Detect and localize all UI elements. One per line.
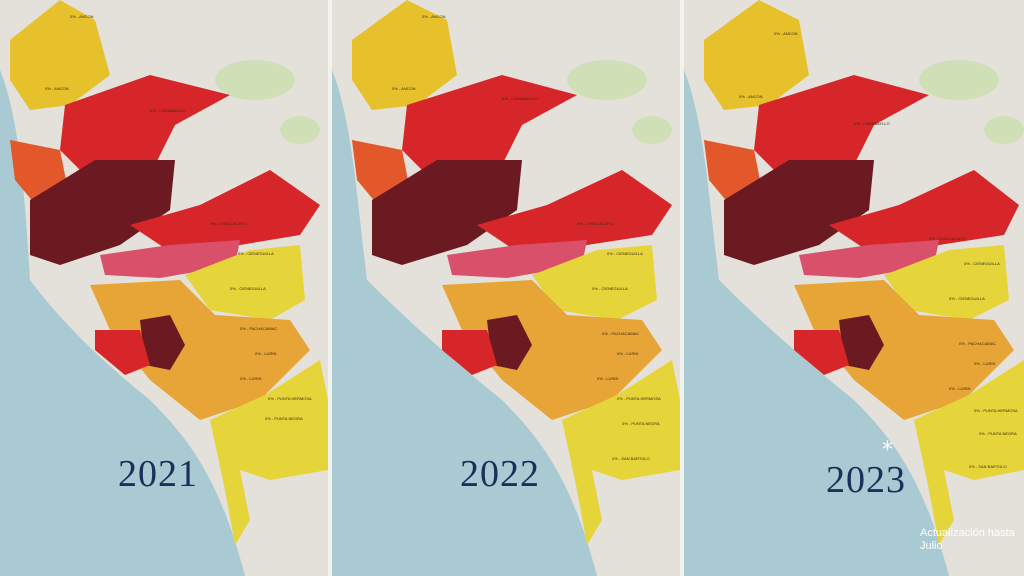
district-label: 0% - CHACLACAYO [210, 221, 247, 226]
map-panel-2022: 0% - ANCON 0% - ANCON 0% - CARABAYLLO 0%… [332, 0, 680, 576]
update-note: Actualización hasta Julio [920, 527, 1015, 552]
footnote-asterisk: * [882, 438, 893, 463]
district-label: 0% - CARABAYLLO [150, 108, 186, 113]
district-label: 0% - CIENEGUILLA [592, 286, 628, 291]
district-label: 0% - ANCON [45, 86, 69, 91]
district-label: 0% - CHACLACAYO [929, 236, 966, 241]
district-label: 0% - LURIN [255, 351, 276, 356]
district-label: 0% - PUNTA NEGRA [979, 431, 1017, 436]
district-label: 0% - LURIN [974, 361, 995, 366]
map-panel-2021: 0% - ANCON 0% - ANCON 0% - CARABAYLLO 0%… [0, 0, 328, 576]
district-label: 0% - PACHACAMAC [959, 341, 996, 346]
district-labels-2023: 0% - ANCON 0% - ANCON 0% - CARABAYLLO 0%… [739, 31, 1018, 469]
district-label: 0% - CIENEGUILLA [230, 286, 266, 291]
district-label: 0% - PACHACAMAC [602, 331, 639, 336]
district-label: 0% - PACHACAMAC [240, 326, 277, 331]
district-labels-2022: 0% - ANCON 0% - ANCON 0% - CARABAYLLO 0%… [392, 14, 661, 461]
district-label: 0% - PUNTA NEGRA [622, 421, 660, 426]
district-label: 0% - LURIN [240, 376, 261, 381]
map-2023: 0% - ANCON 0% - ANCON 0% - CARABAYLLO 0%… [684, 0, 1024, 576]
year-label: 2021 [118, 453, 198, 495]
district-label: 0% - SAN BARTOLO [612, 456, 650, 461]
map-2021: 0% - ANCON 0% - ANCON 0% - CARABAYLLO 0%… [0, 0, 328, 576]
district-label: 0% - PUNTA HERMOSA [268, 396, 312, 401]
district-label: 0% - PUNTA NEGRA [265, 416, 303, 421]
panel-divider [328, 0, 332, 576]
map-2022: 0% - ANCON 0% - ANCON 0% - CARABAYLLO 0%… [332, 0, 680, 576]
district-labels-2021: 0% - ANCON 0% - ANCON 0% - CARABAYLLO 0%… [45, 14, 312, 421]
district-label: 0% - CHACLACAYO [577, 221, 614, 226]
district-label: 0% - CARABAYLLO [854, 121, 890, 126]
district-label: 0% - ANCON [422, 14, 446, 19]
district-label: 0% - PUNTA HERMOSA [617, 396, 661, 401]
district-label: 0% - ANCON [774, 31, 798, 36]
year-label: 2023 [826, 459, 906, 501]
district-label: 0% - LURIN [597, 376, 618, 381]
district-label: 0% - ANCON [739, 94, 763, 99]
district-label: 0% - CIENEGUILLA [949, 296, 985, 301]
district-label: 0% - LURIN [949, 386, 970, 391]
district-label: 0% - CIENEGUILLA [607, 251, 643, 256]
year-label: 2022 [460, 453, 540, 495]
district-label: 0% - SAN BARTOLO [969, 464, 1007, 469]
map-panel-2023: 0% - ANCON 0% - ANCON 0% - CARABAYLLO 0%… [684, 0, 1024, 576]
district-label: 0% - ANCON [70, 14, 94, 19]
district-label: 0% - CIENEGUILLA [964, 261, 1000, 266]
panel-divider [680, 0, 684, 576]
district-label: 0% - LURIN [617, 351, 638, 356]
district-label: 0% - CARABAYLLO [502, 96, 538, 101]
district-label: 0% - CIENEGUILLA [238, 251, 274, 256]
district-label: 0% - ANCON [392, 86, 416, 91]
district-label: 0% - PUNTA HERMOSA [974, 408, 1018, 413]
